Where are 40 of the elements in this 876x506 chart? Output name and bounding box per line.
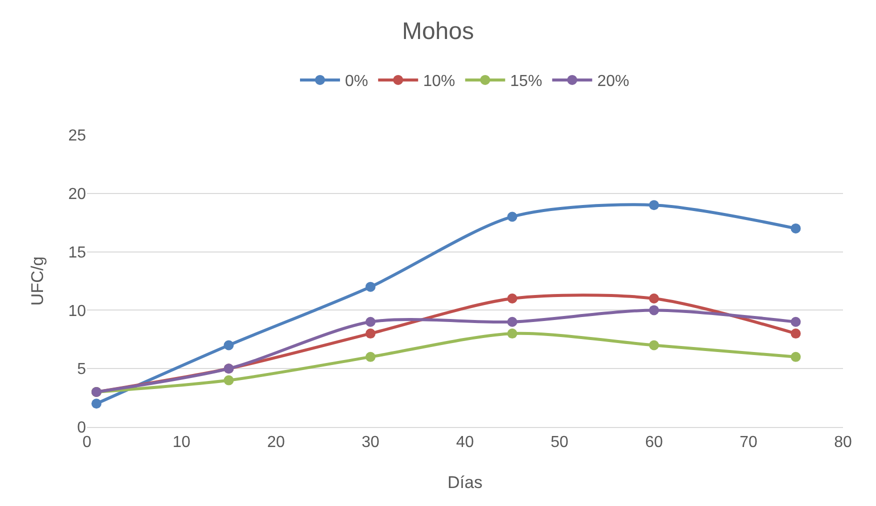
- point: [790, 316, 801, 327]
- y-tick-label: 10: [68, 302, 86, 320]
- chart-title: Mohos: [402, 18, 474, 45]
- legend-label: 20%: [597, 73, 630, 90]
- point: [790, 352, 801, 362]
- point: [366, 352, 376, 362]
- point: [507, 212, 518, 222]
- x-tick-label: 40: [456, 434, 474, 452]
- x-tick-label: 60: [645, 434, 663, 452]
- x-tick-label: 70: [740, 434, 758, 452]
- y-tick-label: 5: [77, 361, 86, 378]
- y-axis-title: UFC/g: [28, 256, 47, 306]
- point: [649, 200, 659, 210]
- point: [224, 375, 234, 386]
- point: [366, 316, 376, 327]
- y-tick-label: 0: [77, 420, 86, 437]
- x-tick-label: 50: [550, 434, 568, 452]
- point: [790, 328, 801, 339]
- y-tick-label: 15: [68, 244, 86, 262]
- point: [649, 294, 659, 304]
- legend-label: 10%: [423, 73, 456, 90]
- y-tick-label: 25: [68, 128, 86, 145]
- x-tick-label: 20: [267, 434, 285, 452]
- legend-label: 15%: [510, 73, 542, 90]
- x-tick-label: 10: [172, 434, 190, 452]
- point: [366, 282, 376, 292]
- x-axis-title: Días: [448, 473, 482, 492]
- y-tick-label: 20: [68, 186, 86, 203]
- x-tick-label: 80: [834, 434, 852, 452]
- point: [507, 328, 518, 339]
- point: [507, 316, 518, 327]
- x-tick-label: 30: [362, 434, 380, 452]
- point: [649, 305, 659, 316]
- point: [790, 223, 801, 234]
- point: [649, 340, 659, 350]
- point: [91, 398, 102, 409]
- point: [507, 294, 518, 304]
- point: [224, 340, 234, 350]
- legend-label: 0%: [345, 73, 368, 90]
- point: [366, 328, 376, 339]
